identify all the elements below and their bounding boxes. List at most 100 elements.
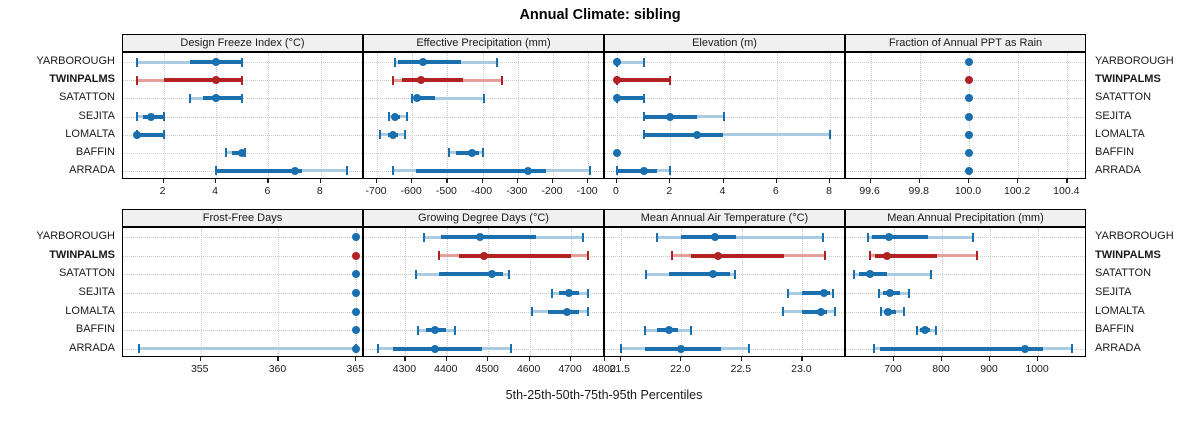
row-guide	[605, 98, 844, 100]
whisker-cap	[448, 148, 451, 158]
whisker-cap	[388, 112, 391, 121]
whisker-cap	[722, 112, 725, 121]
chart-title: Annual Climate: sibling	[519, 7, 681, 23]
median-dot	[708, 270, 717, 279]
axis-tick	[214, 179, 217, 183]
axis-tick	[893, 357, 895, 361]
axis-tick	[267, 179, 269, 183]
median-dot	[211, 58, 220, 67]
median-dot	[964, 148, 973, 157]
tick-label: 100.2	[1004, 185, 1031, 197]
whisker-cap	[454, 325, 457, 335]
whisker-cap	[619, 344, 622, 354]
median-dot	[612, 148, 621, 157]
panel-plot	[363, 52, 604, 179]
axis-tick	[1037, 357, 1039, 361]
whisker-cap	[873, 344, 876, 354]
whisker-iqr	[616, 168, 657, 173]
panel-header: Design Freeze Index (°C)	[122, 34, 363, 52]
whisker-cap	[829, 130, 832, 140]
row-guide	[846, 274, 1085, 276]
median-dot	[475, 233, 484, 242]
gridline-v	[1018, 53, 1020, 178]
gridline-v	[268, 53, 270, 178]
station-label-right: TWINPALMS	[1095, 73, 1161, 86]
whisker-iqr	[616, 96, 644, 101]
station-label-left: ARRADA	[69, 163, 115, 176]
whisker-cap	[437, 251, 440, 261]
whisker-cap	[551, 288, 554, 298]
whisker-cap	[879, 307, 882, 317]
whisker-cap	[345, 166, 348, 176]
row-guide	[123, 274, 362, 276]
whisker-iqr	[415, 96, 436, 101]
axis-tick	[446, 179, 448, 183]
median-dot	[612, 94, 621, 103]
axis-tick	[615, 179, 618, 183]
axis-tick	[528, 357, 530, 361]
tick-label: 22.5	[730, 363, 752, 375]
axis-tick	[445, 357, 447, 361]
whisker-range	[854, 272, 932, 276]
median-dot	[352, 270, 361, 279]
whisker-cap	[588, 166, 591, 176]
whisker-iqr	[415, 168, 546, 173]
whisker-cap	[643, 325, 646, 335]
median-dot	[431, 344, 440, 353]
axis-tick	[1017, 179, 1019, 183]
whisker-cap	[404, 130, 407, 140]
row-guide	[846, 293, 1085, 294]
whisker-range	[138, 347, 357, 351]
whisker-cap	[642, 57, 645, 67]
gridline-v	[488, 228, 490, 356]
whisker-iqr	[690, 253, 785, 258]
tick-label: -200	[541, 185, 563, 197]
whisker-iqr	[440, 235, 536, 240]
median-dot	[711, 233, 720, 242]
station-label-right: LOMALTA	[1095, 127, 1145, 140]
median-dot	[964, 112, 973, 121]
gridline-v	[830, 53, 832, 178]
whisker-cap	[670, 251, 673, 261]
station-label-left: BAFFIN	[75, 145, 115, 158]
whisker-cap	[869, 251, 871, 261]
median-dot	[431, 326, 440, 335]
whisker-cap	[831, 288, 834, 298]
whisker-cap	[615, 166, 618, 176]
median-dot	[964, 166, 973, 175]
whisker-cap	[853, 269, 856, 279]
gridline-v	[870, 53, 872, 178]
median-dot	[692, 130, 701, 139]
tick-label: 22.0	[670, 363, 691, 375]
tick-label: 4800	[592, 363, 616, 375]
median-dot	[416, 76, 425, 85]
median-dot	[677, 344, 686, 353]
tick-label: 700	[884, 363, 902, 375]
tick-label: -500	[435, 185, 457, 197]
whisker-cap	[510, 344, 512, 354]
whisker-cap	[582, 232, 585, 242]
gridline-v	[377, 53, 379, 178]
whisker-cap	[587, 288, 590, 298]
median-dot	[352, 251, 361, 260]
axis-tick	[162, 179, 164, 183]
whisker-cap	[414, 269, 417, 279]
gridline-v	[588, 53, 590, 178]
whisker-iqr	[202, 96, 243, 101]
axis-tick	[941, 357, 943, 361]
row-guide	[123, 330, 362, 332]
whisker-cap	[782, 307, 785, 317]
whisker-cap	[136, 75, 139, 85]
whisker-cap	[916, 325, 919, 335]
whisker-cap	[241, 75, 244, 85]
whisker-iqr	[802, 309, 827, 314]
station-label-left: LOMALTA	[65, 127, 115, 140]
panel-plot	[122, 227, 363, 357]
axis-tick	[404, 357, 406, 361]
median-dot	[562, 307, 571, 316]
median-dot	[488, 270, 497, 279]
panel-header: Mean Annual Air Temperature (°C)	[604, 209, 845, 227]
whisker-iqr	[616, 78, 671, 83]
station-label-left: ARRADA	[69, 341, 115, 354]
